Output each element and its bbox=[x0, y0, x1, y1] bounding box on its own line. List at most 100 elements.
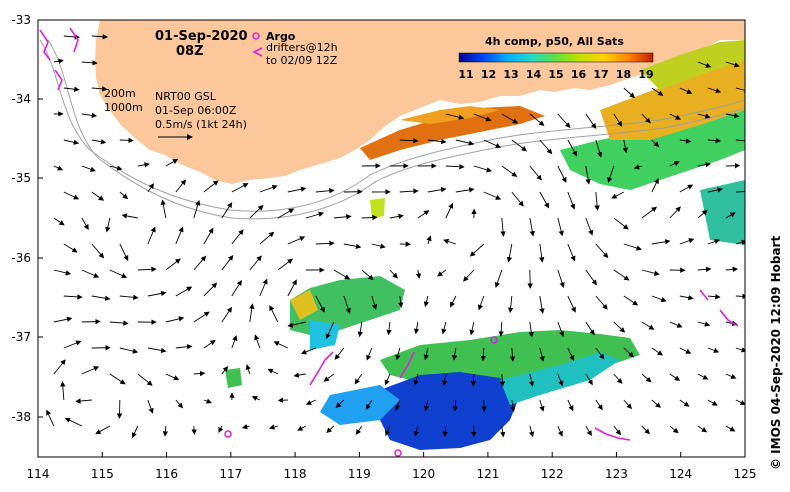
current-arrow bbox=[371, 295, 378, 310]
current-arrow bbox=[669, 373, 681, 381]
current-arrow bbox=[557, 269, 565, 288]
current-arrow bbox=[557, 165, 567, 183]
colorbar-tick-label: 12 bbox=[481, 68, 496, 81]
current-arrow bbox=[203, 227, 214, 245]
current-arrow bbox=[473, 113, 492, 122]
current-arrow bbox=[595, 347, 605, 360]
current-arrow bbox=[417, 210, 430, 219]
current-arrow bbox=[53, 217, 65, 226]
lon-tick-label: 119 bbox=[348, 467, 371, 481]
current-arrow bbox=[91, 191, 105, 201]
current-arrow bbox=[413, 373, 419, 386]
current-arrow bbox=[557, 113, 571, 129]
current-arrow bbox=[651, 178, 659, 193]
current-arrow bbox=[287, 236, 306, 245]
current-arrow bbox=[427, 138, 447, 145]
current-arrow bbox=[231, 229, 244, 245]
current-arrow bbox=[221, 366, 229, 375]
current-arrow bbox=[415, 269, 422, 279]
current-arrow bbox=[91, 295, 111, 301]
current-arrow bbox=[679, 184, 694, 193]
current-arrow bbox=[385, 425, 391, 436]
current-arrow bbox=[389, 269, 398, 279]
current-arrow bbox=[557, 217, 564, 237]
current-arrow bbox=[293, 372, 306, 378]
current-arrow bbox=[175, 344, 193, 350]
credit-text: © IMOS 04-Sep-2020 12:09 Hobart bbox=[769, 236, 783, 470]
current-arrow bbox=[697, 266, 712, 273]
current-arrow bbox=[91, 86, 108, 92]
current-arrow bbox=[707, 87, 722, 94]
current-arrow bbox=[623, 295, 639, 306]
current-arrow bbox=[193, 199, 201, 219]
current-arrow bbox=[63, 243, 78, 253]
current-arrow bbox=[613, 269, 630, 281]
current-arrow bbox=[203, 398, 212, 404]
current-arrow bbox=[423, 295, 430, 308]
current-arrow bbox=[63, 294, 83, 300]
current-arrow bbox=[105, 217, 111, 233]
current-arrow bbox=[445, 164, 465, 170]
current-arrow bbox=[315, 188, 335, 194]
current-arrow bbox=[483, 139, 502, 148]
current-arrow bbox=[641, 206, 658, 219]
current-arrow bbox=[679, 347, 692, 354]
current-arrow bbox=[455, 139, 475, 146]
current-arrow bbox=[287, 279, 297, 297]
current-arrow bbox=[119, 191, 129, 200]
lat-tick-label: -37 bbox=[11, 330, 31, 344]
drifter-tracks bbox=[39, 27, 739, 441]
current-arrow bbox=[539, 295, 545, 314]
colorbar-tick-label: 19 bbox=[638, 68, 653, 81]
current-arrow bbox=[254, 334, 261, 349]
lon-tick-label: 123 bbox=[605, 467, 628, 481]
lat-tick-label: -35 bbox=[11, 171, 31, 185]
current-arrow bbox=[557, 425, 563, 437]
current-arrow bbox=[511, 191, 524, 207]
current-arrow bbox=[277, 258, 293, 271]
lon-tick-label: 116 bbox=[155, 467, 178, 481]
current-arrow bbox=[697, 209, 708, 219]
current-arrow bbox=[81, 318, 101, 325]
current-arrow bbox=[697, 321, 711, 327]
current-arrow bbox=[63, 86, 80, 92]
current-arrow bbox=[259, 231, 275, 245]
current-arrow bbox=[423, 399, 430, 412]
current-arrow bbox=[585, 113, 597, 129]
current-arrow bbox=[469, 243, 485, 257]
drifter-legend-label: drifters@12h bbox=[266, 41, 338, 54]
current-arrow bbox=[585, 269, 597, 286]
current-arrow bbox=[399, 188, 419, 194]
current-arrow bbox=[109, 373, 126, 385]
current-vectors bbox=[46, 34, 745, 439]
current-arrow bbox=[287, 321, 306, 328]
current-arrow bbox=[267, 368, 279, 375]
current-arrow bbox=[63, 139, 80, 145]
current-arrow bbox=[413, 321, 420, 335]
current-arrow bbox=[669, 206, 681, 219]
current-arrow bbox=[441, 321, 447, 335]
colorbar-tick-label: 15 bbox=[548, 68, 563, 81]
current-arrow bbox=[622, 139, 629, 154]
current-arrow bbox=[595, 243, 609, 259]
current-arrow bbox=[725, 61, 740, 68]
argo-floats bbox=[224, 336, 498, 457]
current-arrow bbox=[641, 321, 655, 330]
current-arrow bbox=[109, 269, 128, 278]
current-arrow bbox=[585, 373, 593, 386]
lon-tick-label: 117 bbox=[219, 467, 242, 481]
current-arrow bbox=[354, 373, 363, 385]
current-arrow bbox=[325, 321, 335, 340]
current-arrow bbox=[567, 295, 576, 313]
isobath-lines bbox=[39, 39, 745, 220]
current-arrow bbox=[498, 321, 504, 337]
current-arrow bbox=[131, 425, 139, 439]
current-arrow bbox=[500, 217, 506, 237]
current-arrow bbox=[81, 60, 98, 66]
current-arrow bbox=[305, 211, 325, 219]
current-arrow bbox=[81, 112, 98, 118]
current-arrow bbox=[355, 425, 363, 435]
current-arrow bbox=[707, 187, 723, 193]
current-arrow bbox=[607, 165, 615, 183]
